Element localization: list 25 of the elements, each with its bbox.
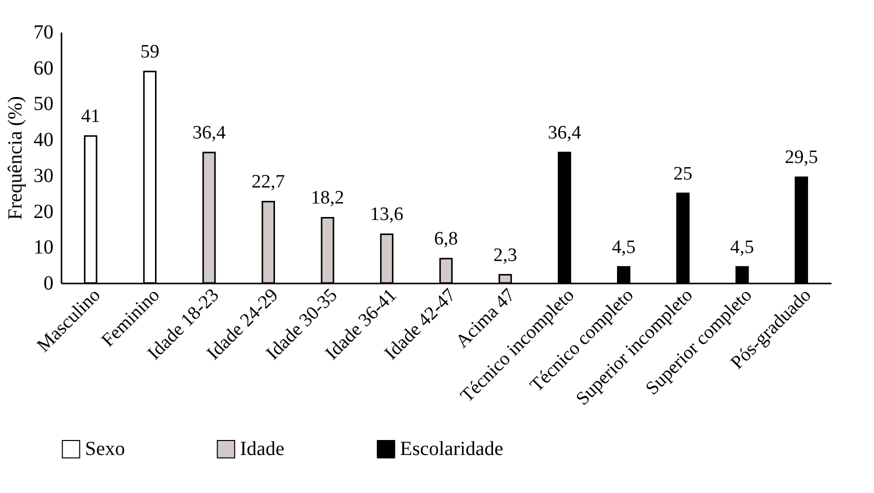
- y-tick-label: 60: [34, 57, 54, 80]
- data-label: 36,4: [192, 122, 226, 144]
- data-label: 36,4: [548, 122, 582, 144]
- legend-label: Escolaridade: [400, 438, 504, 460]
- data-label: 13,6: [370, 204, 404, 226]
- y-tick-label: 50: [34, 93, 54, 116]
- y-tick-label: 30: [34, 164, 54, 187]
- y-tick-label: 70: [34, 22, 54, 44]
- data-label: 18,2: [310, 188, 344, 209]
- data-label: 4,5: [730, 236, 754, 258]
- y-axis-title: Frequência (%): [4, 96, 26, 220]
- data-label: 2,3: [493, 244, 518, 266]
- data-label: 4,5: [612, 236, 636, 258]
- y-tick-label: 20: [34, 200, 54, 223]
- data-label: 29,5: [784, 147, 818, 168]
- legend-label: Idade: [240, 438, 285, 460]
- y-tick-label: 10: [34, 236, 54, 259]
- data-label: 59: [140, 41, 160, 62]
- y-tick-label: 0: [44, 272, 54, 294]
- data-label: 6,8: [434, 228, 458, 250]
- legend-label: Sexo: [85, 438, 125, 460]
- data-label: 25: [673, 163, 692, 184]
- data-label: 41: [81, 106, 100, 127]
- y-tick-label: 40: [34, 129, 54, 152]
- data-label: 22,7: [252, 172, 285, 193]
